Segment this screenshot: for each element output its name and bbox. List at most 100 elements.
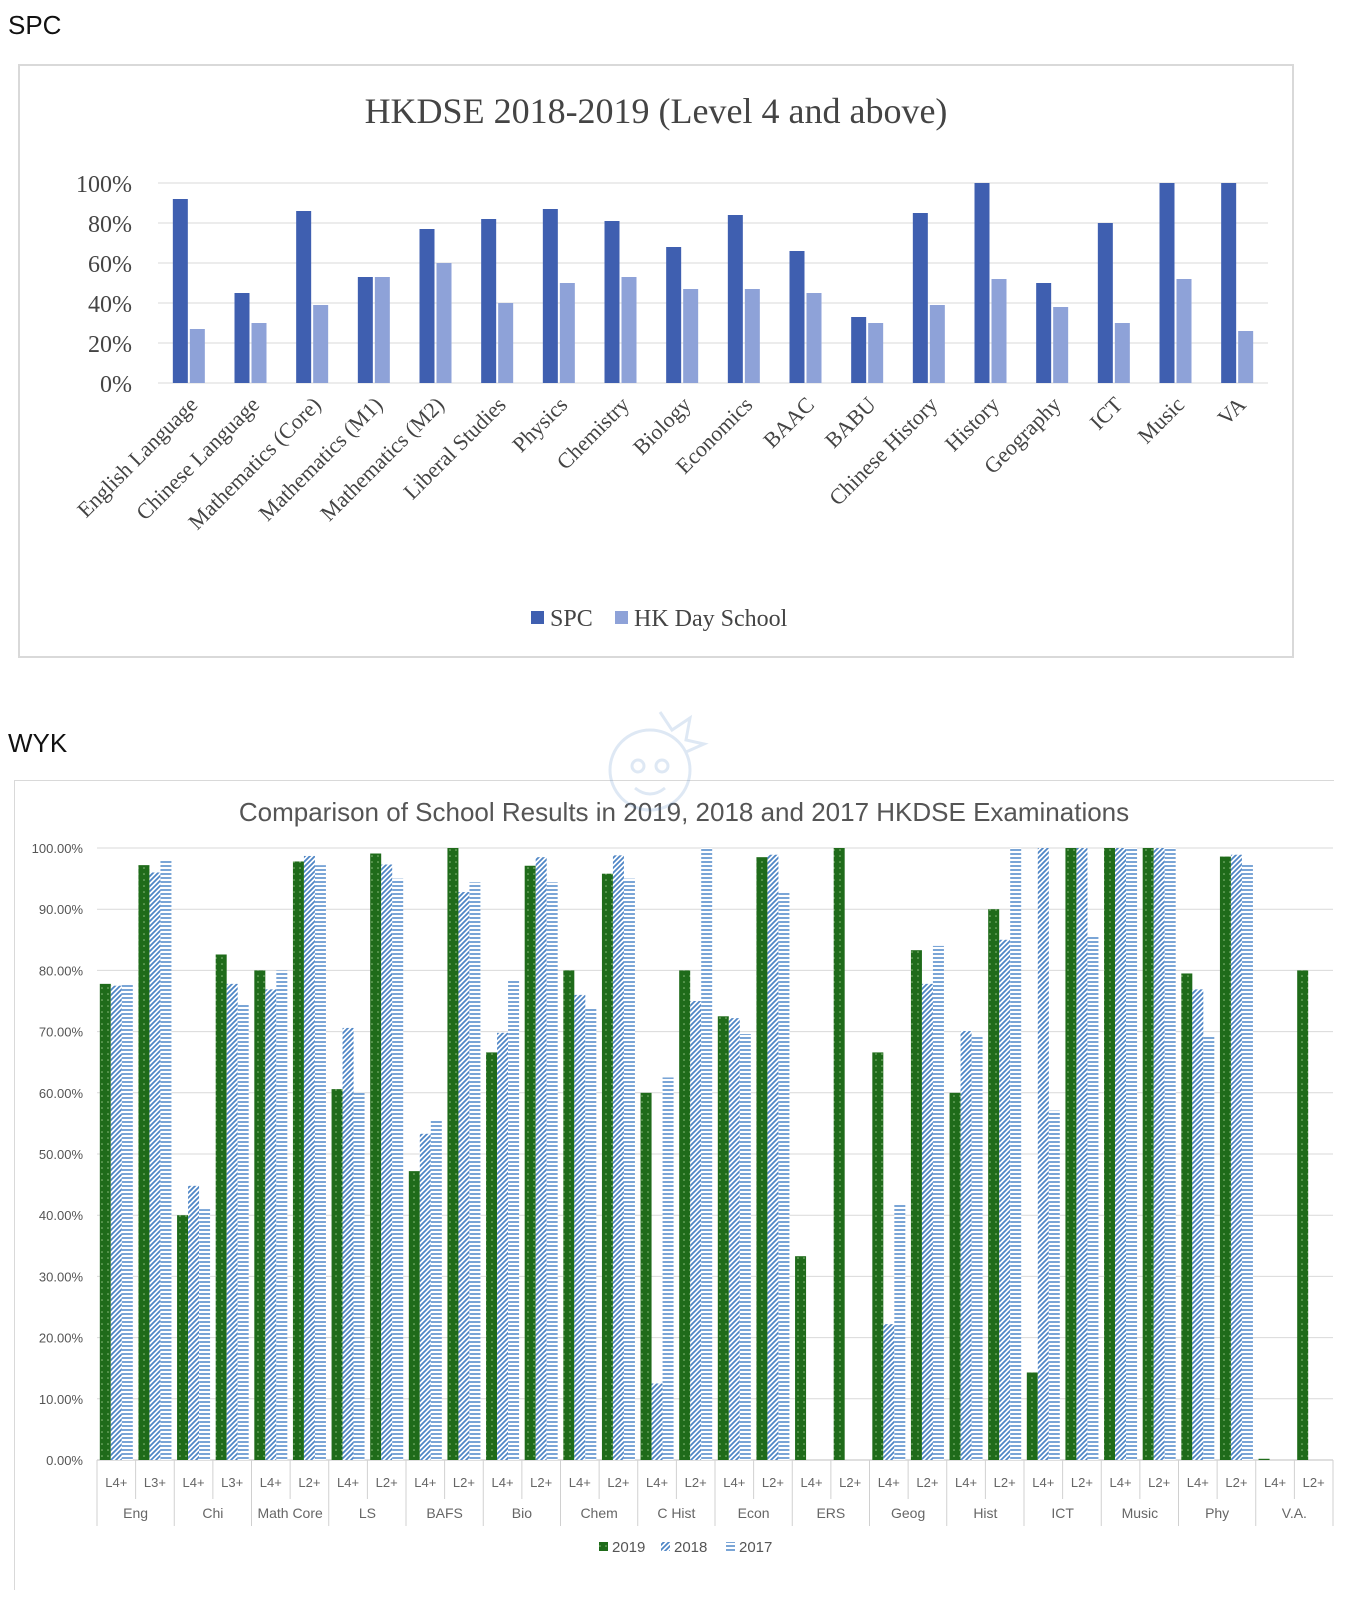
x-tick-label: L4+ xyxy=(1032,1475,1054,1490)
bar-2019 xyxy=(1258,1458,1270,1460)
bar-2017 xyxy=(701,848,713,1460)
bar-2018 xyxy=(767,854,779,1460)
x-tick-label: L2+ xyxy=(762,1475,784,1490)
bar-2018 xyxy=(381,864,393,1460)
chart-title: Comparison of School Results in 2019, 20… xyxy=(239,797,1129,827)
bar-spc xyxy=(851,317,867,383)
bar-2019 xyxy=(99,983,111,1460)
bar-2019 xyxy=(370,853,382,1460)
bar-hk-day-school xyxy=(1114,323,1130,383)
bar-2019 xyxy=(1065,848,1077,1460)
bar-2017 xyxy=(508,979,520,1460)
bar-2018 xyxy=(883,1324,895,1460)
y-tick-label: 30.00% xyxy=(39,1269,84,1284)
x-group-label: Phy xyxy=(1205,1505,1229,1521)
x-tick-label: L2+ xyxy=(376,1475,398,1490)
bar-2017 xyxy=(778,891,790,1460)
bar-hk-day-school xyxy=(374,277,390,383)
bar-2017 xyxy=(932,945,944,1460)
x-tick-label: L2+ xyxy=(1148,1475,1170,1490)
legend-label: 2017 xyxy=(739,1539,772,1556)
bar-2017 xyxy=(739,1034,751,1460)
bar-2017 xyxy=(1203,1036,1215,1460)
x-category-label: Music xyxy=(1132,392,1189,449)
x-group-label: LS xyxy=(359,1505,376,1521)
bar-spc xyxy=(666,247,682,383)
legend-swatch-2018 xyxy=(661,1542,670,1551)
bar-2019 xyxy=(215,954,227,1460)
bar-2017 xyxy=(160,860,172,1460)
bar-2018 xyxy=(458,892,470,1460)
y-tick-label: 40.00% xyxy=(39,1208,84,1223)
bar-spc xyxy=(419,229,435,383)
x-group-label: Hist xyxy=(973,1505,997,1521)
y-tick-label: 80.00% xyxy=(39,963,84,978)
legend-swatch-2017 xyxy=(726,1542,735,1551)
x-tick-label: L4+ xyxy=(337,1475,359,1490)
x-group-label: Music xyxy=(1122,1505,1159,1521)
bar-2018 xyxy=(1076,848,1088,1460)
bar-2017 xyxy=(546,882,558,1460)
watermark-logo xyxy=(608,711,709,812)
bar-2019 xyxy=(254,970,266,1460)
x-tick-label: L4+ xyxy=(260,1475,282,1490)
bar-2019 xyxy=(331,1089,343,1460)
bar-hk-day-school xyxy=(498,303,514,383)
y-tick-label: 80% xyxy=(88,212,132,238)
bar-2019 xyxy=(640,1092,652,1460)
x-group-label: Chi xyxy=(202,1505,223,1521)
chart-title: HKDSE 2018-2019 (Level 4 and above) xyxy=(365,91,948,131)
bar-2018 xyxy=(1115,848,1127,1460)
bar-2017 xyxy=(469,882,481,1460)
x-category-label: ICT xyxy=(1085,391,1128,434)
x-tick-label: L4+ xyxy=(569,1475,591,1490)
x-tick-label: L4+ xyxy=(414,1475,436,1490)
bar-2017 xyxy=(430,1119,442,1460)
bar-hk-day-school xyxy=(1176,279,1192,383)
x-group-label: Geog xyxy=(891,1505,925,1521)
bar-2017 xyxy=(1010,848,1022,1460)
bar-2018 xyxy=(960,1030,972,1460)
legend-label: SPC xyxy=(550,606,593,632)
bar-spc xyxy=(172,199,188,383)
bar-2017 xyxy=(121,983,133,1460)
bar-spc xyxy=(789,251,805,383)
y-tick-label: 90.00% xyxy=(39,902,84,917)
x-tick-label: L2+ xyxy=(916,1475,938,1490)
bar-2017 xyxy=(585,1007,597,1460)
bar-2019 xyxy=(756,857,768,1460)
x-group-label: BAFS xyxy=(426,1505,463,1521)
bar-2018 xyxy=(1153,848,1165,1460)
bar-hk-day-school xyxy=(1238,331,1254,383)
legend-swatch-hk xyxy=(615,611,628,624)
bar-spc xyxy=(357,277,373,383)
y-tick-label: 60.00% xyxy=(39,1086,84,1101)
bar-2018 xyxy=(110,985,122,1460)
x-category-label: VA xyxy=(1213,392,1251,430)
x-tick-label: L4+ xyxy=(801,1475,823,1490)
x-tick-label: L2+ xyxy=(994,1475,1016,1490)
y-tick-label: 10.00% xyxy=(39,1392,84,1407)
bar-2018 xyxy=(419,1133,431,1460)
bar-hk-day-school xyxy=(744,289,760,383)
x-tick-label: L4+ xyxy=(955,1475,977,1490)
bar-2018 xyxy=(535,857,547,1460)
x-group-label: Bio xyxy=(512,1505,532,1521)
bar-2019 xyxy=(1297,970,1309,1460)
x-group-label: Math Core xyxy=(257,1505,323,1521)
bar-spc xyxy=(542,209,558,383)
bar-hk-day-school xyxy=(559,283,575,383)
bar-2019 xyxy=(563,970,575,1460)
legend-label: 2019 xyxy=(612,1539,645,1556)
x-tick-label: L2+ xyxy=(530,1475,552,1490)
x-tick-label: L4+ xyxy=(492,1475,514,1490)
x-category-label: BAAC xyxy=(758,392,819,453)
bar-hk-day-school xyxy=(806,293,822,383)
bar-spc xyxy=(481,219,497,383)
bar-spc xyxy=(1097,223,1113,383)
x-tick-label: L2+ xyxy=(298,1475,320,1490)
bar-hk-day-school xyxy=(868,323,884,383)
bar-spc xyxy=(296,211,312,383)
x-tick-label: L2+ xyxy=(1303,1475,1325,1490)
bar-hk-day-school xyxy=(251,323,267,383)
